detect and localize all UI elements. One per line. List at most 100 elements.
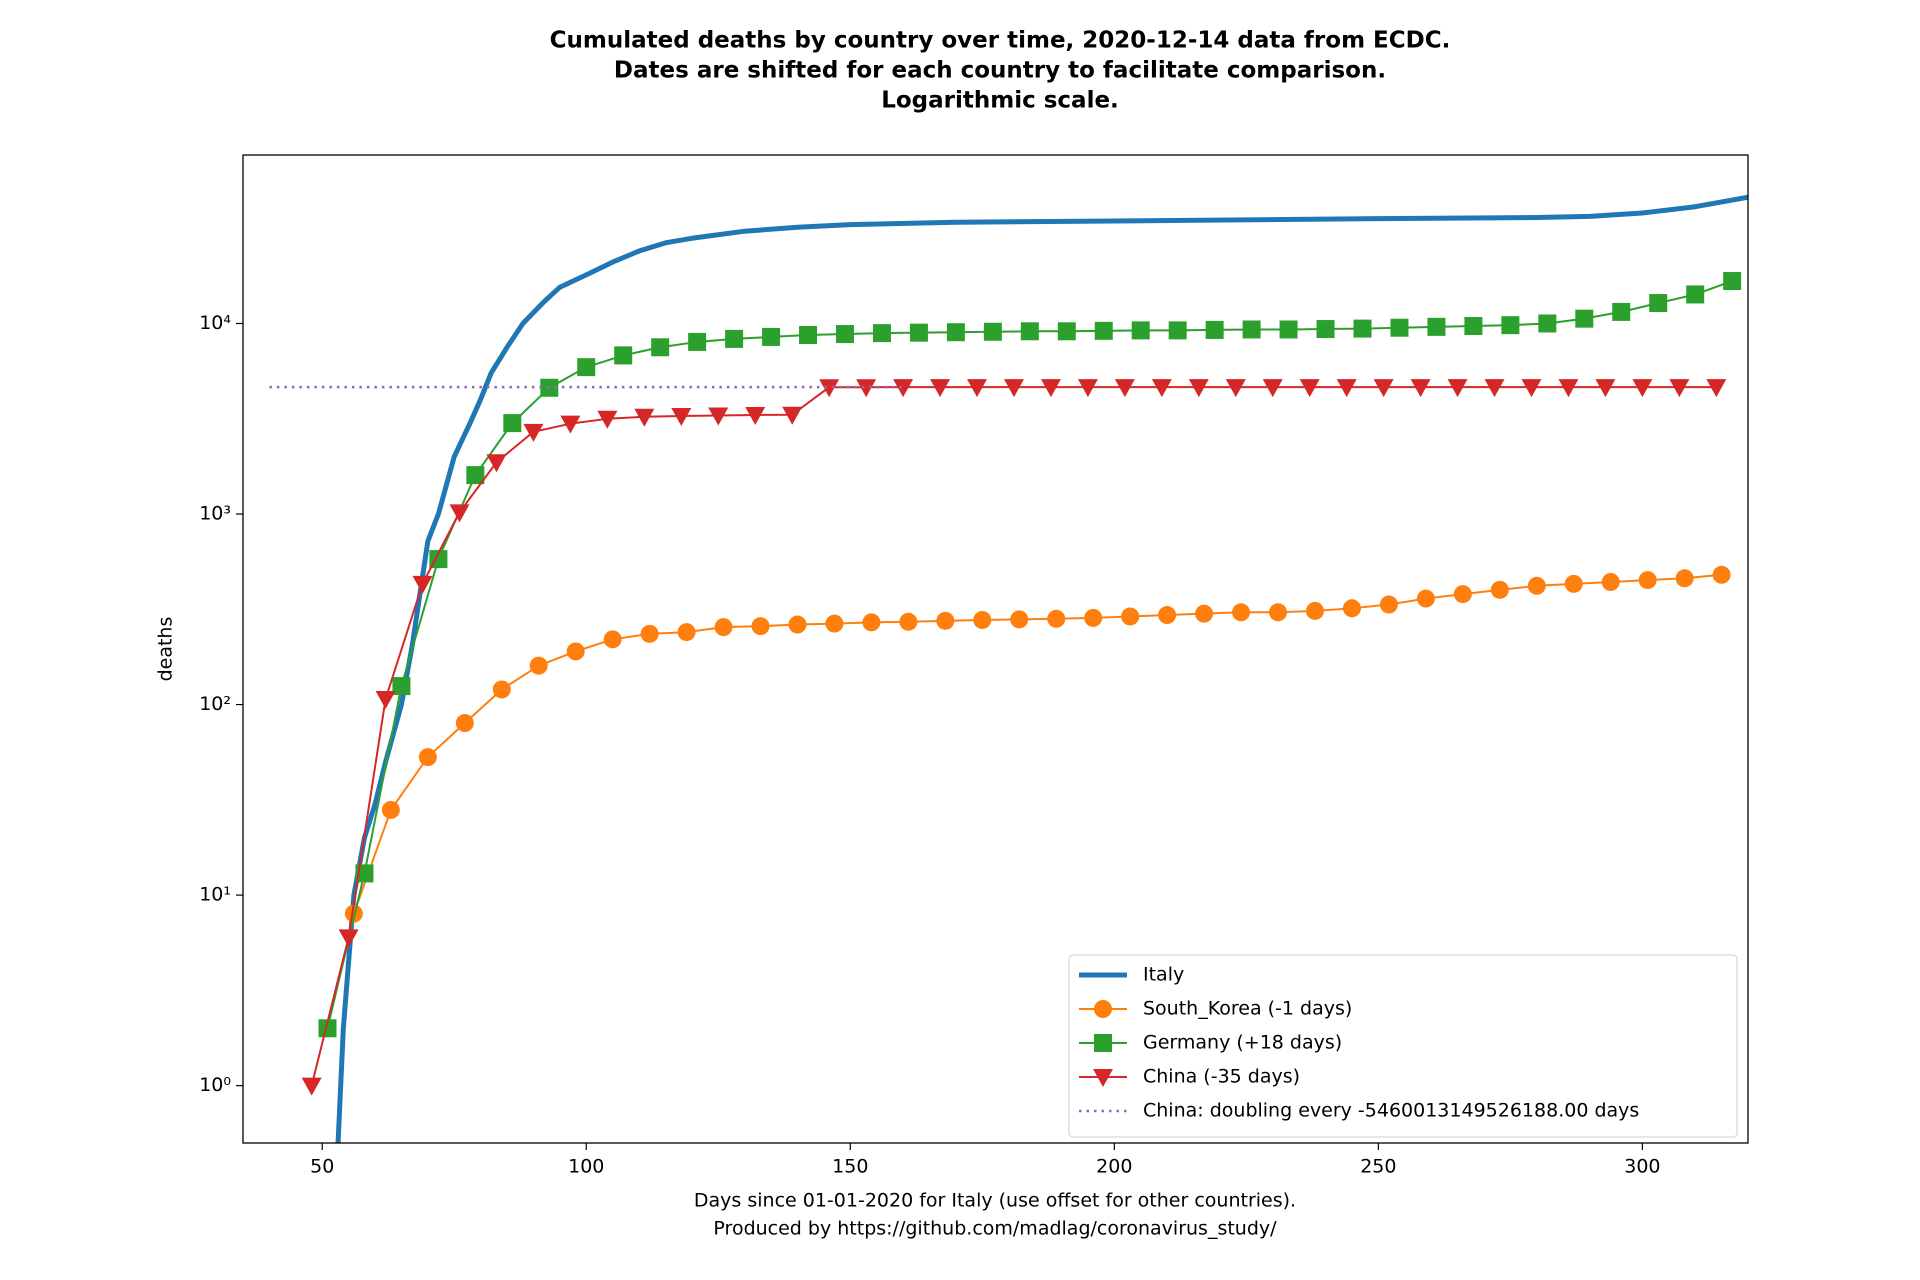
chart-title: Dates are shifted for each country to fa… — [614, 58, 1386, 84]
marker — [1490, 580, 1509, 599]
y-tick-label: 10¹ — [199, 884, 231, 906]
marker — [486, 454, 507, 473]
marker — [1262, 379, 1283, 398]
marker — [1527, 576, 1546, 595]
marker — [1094, 1034, 1112, 1052]
marker — [688, 332, 707, 351]
plot-area — [269, 194, 1748, 1143]
marker — [1121, 607, 1140, 626]
marker — [1336, 379, 1357, 398]
marker — [799, 326, 818, 345]
x-tick-label: 250 — [1360, 1156, 1396, 1178]
legend-label: Italy — [1143, 964, 1184, 986]
marker — [762, 327, 781, 346]
marker — [893, 379, 914, 398]
marker — [1390, 318, 1409, 337]
marker — [1521, 379, 1542, 398]
marker — [449, 504, 470, 523]
y-tick-label: 10³ — [199, 503, 231, 525]
marker — [1410, 379, 1431, 398]
marker — [1114, 379, 1135, 398]
marker — [1242, 320, 1261, 339]
marker — [1706, 379, 1727, 398]
marker — [1416, 589, 1435, 608]
marker — [1564, 574, 1583, 593]
x-tick-label: 50 — [310, 1156, 334, 1178]
marker — [1299, 379, 1320, 398]
marker — [1453, 585, 1472, 604]
marker — [338, 929, 359, 948]
marker — [381, 800, 400, 819]
marker — [1232, 603, 1251, 622]
marker — [936, 611, 955, 630]
marker — [466, 466, 485, 485]
y-axis-label: deaths — [155, 617, 177, 682]
marker — [745, 406, 766, 425]
marker — [301, 1077, 322, 1096]
legend-box — [1068, 954, 1738, 1138]
marker — [1669, 379, 1690, 398]
marker — [577, 358, 596, 377]
marker — [1632, 379, 1653, 398]
marker — [1379, 595, 1398, 614]
marker — [412, 575, 433, 594]
marker — [825, 614, 844, 633]
marker — [1686, 285, 1705, 304]
chart-title: Logarithmic scale. — [881, 88, 1119, 114]
marker — [614, 346, 633, 365]
marker — [1427, 317, 1446, 336]
marker — [455, 714, 474, 733]
marker — [1305, 601, 1324, 620]
marker — [1003, 379, 1024, 398]
marker — [503, 414, 522, 433]
x-axis-label: Produced by https://github.com/madlag/co… — [713, 1218, 1277, 1240]
marker — [1269, 603, 1288, 622]
marker — [1205, 320, 1224, 339]
marker — [1373, 379, 1394, 398]
marker — [529, 656, 548, 675]
marker — [1342, 599, 1361, 618]
marker — [1575, 309, 1594, 328]
y-tick-label: 10⁰ — [199, 1074, 231, 1096]
marker — [1649, 294, 1668, 313]
marker — [819, 379, 840, 398]
marker — [1675, 569, 1694, 588]
marker — [751, 617, 770, 636]
marker — [1084, 608, 1103, 627]
marker — [1195, 604, 1214, 623]
marker — [1638, 571, 1657, 590]
marker — [899, 612, 918, 631]
marker — [418, 748, 437, 767]
marker — [1057, 322, 1076, 341]
y-tick-label: 10⁴ — [199, 312, 231, 334]
marker — [1723, 272, 1742, 291]
marker — [946, 323, 965, 342]
marker — [560, 415, 581, 434]
marker — [862, 613, 881, 632]
marker — [640, 624, 659, 643]
marker — [909, 323, 928, 342]
marker — [1188, 379, 1209, 398]
marker — [782, 406, 803, 425]
marker — [1558, 379, 1579, 398]
marker — [523, 423, 544, 442]
marker — [651, 338, 670, 357]
x-axis-label: Days since 01-01-2020 for Italy (use off… — [694, 1190, 1296, 1212]
marker — [788, 615, 807, 634]
marker — [1094, 1000, 1112, 1018]
marker — [1353, 319, 1372, 338]
x-tick-label: 100 — [568, 1156, 604, 1178]
marker — [714, 618, 733, 637]
marker — [1010, 610, 1029, 629]
plot-frame — [242, 154, 1749, 1144]
marker — [1712, 565, 1731, 584]
marker — [318, 1019, 337, 1038]
x-tick-label: 200 — [1096, 1156, 1132, 1178]
marker — [1094, 321, 1113, 340]
marker — [930, 379, 951, 398]
marker — [603, 630, 622, 649]
marker — [677, 623, 696, 642]
marker — [967, 379, 988, 398]
marker — [983, 322, 1002, 341]
